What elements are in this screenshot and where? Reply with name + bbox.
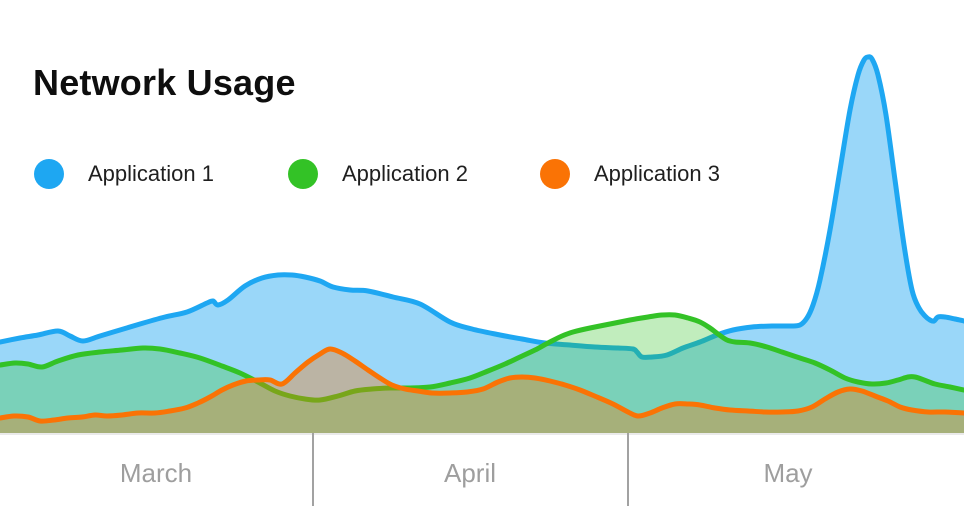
legend-swatch-application-2-icon xyxy=(288,159,318,189)
legend-swatch-application-1-icon xyxy=(34,159,64,189)
legend: Application 1 Application 2 Application … xyxy=(0,158,964,190)
series-line-application-2 xyxy=(0,312,964,403)
legend-label: Application 1 xyxy=(88,161,214,186)
chart-title: Network Usage xyxy=(33,62,296,103)
legend-item-application-3[interactable]: Application 3 xyxy=(540,158,720,190)
legend-swatch-application-3-icon xyxy=(540,159,570,189)
legend-label: Application 3 xyxy=(594,161,720,186)
legend-label: Application 2 xyxy=(342,161,468,186)
x-axis-label-may: May xyxy=(763,458,813,488)
legend-item-application-2[interactable]: Application 2 xyxy=(288,158,468,190)
series-line-application-3 xyxy=(0,346,964,424)
legend-item-application-1[interactable]: Application 1 xyxy=(34,158,214,190)
x-axis-label-march: March xyxy=(119,458,193,488)
x-axis: March April May xyxy=(0,458,964,492)
series-line-application-1 xyxy=(0,54,964,360)
x-axis-label-april: April xyxy=(443,458,497,488)
